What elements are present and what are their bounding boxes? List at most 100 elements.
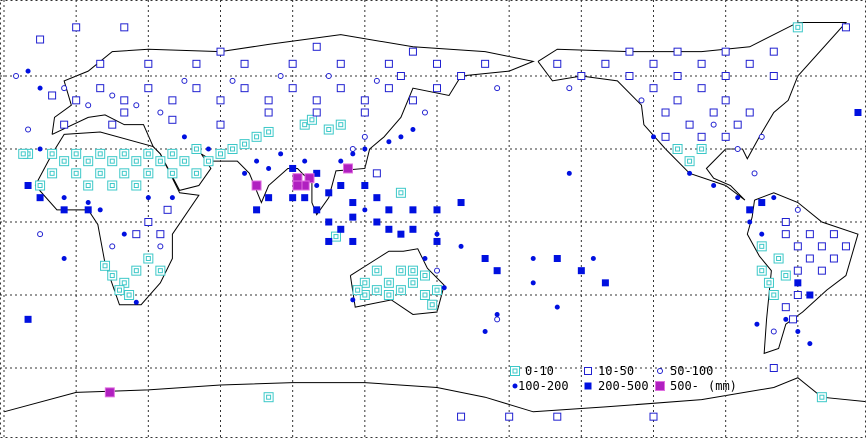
station-marker: [684, 156, 695, 167]
station-marker-inner: [205, 158, 211, 164]
station-marker: [336, 84, 345, 93]
station-marker-inner: [181, 158, 187, 164]
station-marker-inner: [266, 394, 272, 400]
station-marker: [756, 265, 767, 276]
station-marker: [789, 315, 798, 324]
station-marker-inner: [145, 151, 151, 157]
station-marker: [783, 316, 789, 322]
station-marker: [661, 132, 670, 141]
station-marker: [95, 168, 106, 179]
station-marker: [35, 180, 46, 191]
station-marker: [100, 260, 111, 271]
station-marker: [181, 77, 188, 84]
station-marker: [434, 231, 440, 237]
station-marker: [131, 156, 142, 167]
station-marker: [697, 84, 706, 93]
station-marker-inner: [49, 170, 55, 176]
station-marker: [133, 102, 140, 109]
station-marker: [120, 108, 129, 117]
legend-label: 100-200: [518, 379, 569, 393]
station-marker: [794, 279, 802, 287]
station-marker: [167, 168, 178, 179]
station-marker: [829, 230, 838, 239]
station-marker: [638, 97, 645, 104]
station-marker-inner: [97, 151, 103, 157]
station-marker: [133, 299, 139, 305]
legend-symbol-3: [512, 383, 518, 389]
station-marker: [781, 303, 790, 312]
station-marker: [168, 96, 177, 105]
station-marker: [721, 47, 730, 56]
legend-label: 0-10: [525, 364, 554, 378]
station-marker: [419, 270, 430, 281]
station-marker: [325, 237, 333, 245]
legend-unit: (mm): [708, 379, 737, 393]
station-marker: [577, 267, 585, 275]
station-marker: [302, 158, 308, 164]
station-marker-inner: [109, 183, 115, 188]
station-marker: [337, 225, 345, 233]
station-marker: [361, 182, 369, 189]
station-marker: [770, 328, 777, 335]
coast-samerica: [746, 192, 859, 355]
station-marker: [192, 59, 201, 68]
station-marker: [229, 77, 236, 84]
station-marker: [793, 266, 802, 275]
station-marker: [625, 72, 634, 80]
station-marker: [432, 285, 442, 296]
station-marker: [338, 158, 344, 164]
station-marker: [240, 84, 249, 93]
station-marker: [672, 144, 683, 154]
station-marker: [792, 22, 803, 33]
station-marker: [721, 132, 730, 141]
station-marker: [721, 72, 730, 80]
station-marker: [422, 256, 428, 261]
station-marker: [383, 277, 394, 288]
station-marker: [131, 265, 142, 276]
station-marker-inner: [326, 127, 332, 133]
station-marker: [59, 156, 70, 167]
station-marker: [385, 225, 393, 233]
coast-australia: [349, 248, 445, 315]
station-marker: [264, 96, 273, 105]
station-marker: [349, 213, 357, 221]
station-marker: [386, 139, 392, 145]
station-marker: [312, 108, 321, 117]
station-marker: [554, 304, 560, 310]
station-marker-inner: [230, 146, 236, 152]
station-marker-inner: [422, 273, 428, 279]
station-marker-inner: [776, 256, 782, 261]
station-marker: [481, 59, 490, 68]
station-marker: [756, 241, 767, 252]
station-marker: [553, 255, 561, 262]
station-marker: [205, 146, 211, 152]
station-marker: [264, 108, 273, 117]
station-marker: [769, 47, 778, 56]
station-marker: [191, 168, 202, 179]
station-marker: [163, 205, 172, 214]
station-marker: [371, 285, 382, 296]
station-marker: [95, 148, 106, 159]
station-marker: [751, 170, 758, 177]
station-marker: [325, 189, 333, 197]
station-marker-inner: [771, 292, 777, 298]
station-marker: [96, 84, 105, 93]
station-marker: [349, 199, 357, 207]
station-marker-inner: [759, 243, 765, 249]
station-marker: [383, 290, 394, 300]
station-marker: [395, 285, 406, 296]
station-marker: [577, 72, 586, 80]
legend-label: 200-500: [598, 379, 649, 393]
station-marker: [763, 277, 774, 288]
station-marker: [360, 108, 369, 117]
station-marker: [181, 134, 187, 140]
station-marker: [350, 297, 356, 303]
station-marker-inner: [687, 158, 693, 164]
station-marker: [325, 73, 332, 79]
station-marker-inner: [85, 158, 91, 164]
legend-symbol-2: [657, 368, 663, 374]
station-marker: [24, 315, 32, 323]
station-marker: [83, 156, 94, 167]
station-marker: [131, 180, 142, 191]
station-marker: [854, 109, 862, 116]
